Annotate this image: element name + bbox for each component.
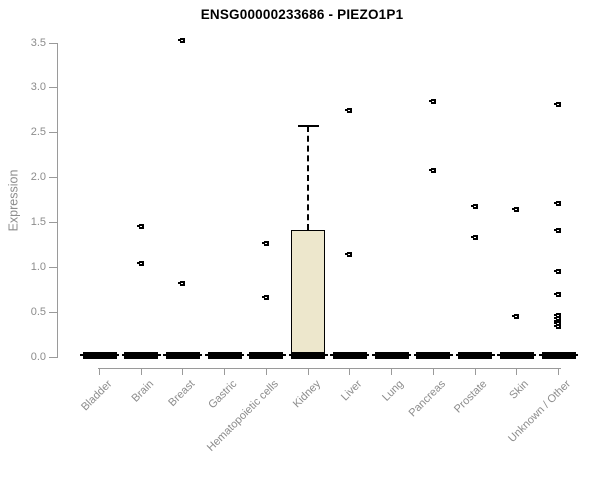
y-axis-tick (49, 132, 57, 134)
y-axis-tick (49, 87, 57, 89)
median-bar (124, 351, 159, 359)
chart-title: ENSG00000233686 - PIEZO1P1 (200, 7, 404, 22)
outlier-point (470, 203, 478, 209)
x-axis-tick (224, 369, 226, 375)
x-axis-tick (516, 369, 518, 375)
y-axis-tick-label: 2.5 (30, 126, 46, 139)
y-axis-tick-label: 3.5 (30, 36, 46, 49)
x-axis-tick (558, 369, 560, 375)
y-axis-tick-label: 2.0 (30, 171, 46, 184)
x-axis-tick-label: Bladder (78, 378, 114, 414)
median-bar (291, 351, 326, 359)
x-axis-tick (265, 369, 267, 375)
y-axis-tick (49, 356, 57, 358)
x-axis-line (97, 368, 561, 369)
outlier-point (554, 101, 562, 107)
x-axis-tick (182, 369, 184, 375)
y-axis-tick-label: 3.0 (30, 81, 46, 94)
outlier-point (554, 315, 562, 321)
whisker-cap (297, 125, 319, 128)
y-axis-tick (49, 177, 57, 179)
median-bar (82, 351, 117, 359)
y-axis-tick-label: 1.5 (30, 215, 46, 228)
y-axis-tick (49, 311, 57, 313)
outlier-point (470, 235, 478, 241)
median-bar (374, 351, 409, 359)
x-axis-tick-label: Liver (339, 378, 365, 404)
x-axis-tick (474, 369, 476, 375)
x-axis-tick-label: Breast (166, 378, 198, 409)
x-axis-tick-label: Hematopoietic cells (204, 378, 281, 454)
outlier-point (554, 201, 562, 207)
outlier-point (136, 261, 144, 267)
outlier-point (554, 321, 562, 327)
outlier-point (345, 252, 353, 258)
y-axis-tick (49, 42, 57, 44)
x-axis-tick (391, 369, 393, 375)
x-axis-tick-label: Pancreas (406, 378, 448, 420)
median-bar (416, 351, 451, 359)
x-axis-tick (349, 369, 351, 375)
median-bar (332, 351, 367, 359)
outlier-point (554, 313, 562, 319)
outlier-point (554, 318, 562, 324)
y-axis-tick-label: 0.0 (30, 350, 46, 363)
outlier-point (554, 323, 562, 329)
y-axis-tick (49, 266, 57, 268)
median-bar (207, 351, 242, 359)
outlier-point (512, 314, 520, 320)
outlier-point (345, 107, 353, 113)
x-axis-tick (140, 369, 142, 375)
outlier-point (512, 207, 520, 213)
x-axis-tick-label: Lung (380, 378, 407, 404)
y-axis-tick (49, 221, 57, 223)
outlier-point (261, 295, 269, 301)
outlier-point (428, 167, 436, 173)
outlier-point (178, 280, 186, 286)
outlier-point (554, 291, 562, 297)
median-bar (541, 351, 576, 359)
outlier-point (554, 228, 562, 233)
median-bar (499, 351, 534, 359)
outlier-point (554, 269, 562, 275)
outlier-point (261, 241, 269, 247)
outlier-point (428, 98, 436, 104)
x-axis-tick-label: Gastric (206, 378, 240, 412)
x-axis-tick-label: Kidney (290, 378, 323, 411)
x-axis-tick-label: Brain (129, 378, 156, 405)
x-axis-tick (307, 369, 309, 375)
outlier-point (136, 224, 144, 230)
x-axis-tick-label: Skin (507, 378, 532, 402)
x-axis-tick (432, 369, 434, 375)
median-bar (458, 351, 493, 359)
x-axis-tick (99, 369, 100, 375)
box (291, 229, 326, 358)
x-axis-tick-label: Prostate (452, 378, 490, 416)
median-bar (249, 351, 284, 359)
y-axis-tick-label: 0.5 (30, 305, 46, 318)
whisker-line (307, 126, 310, 230)
outlier-point (178, 37, 186, 43)
y-axis-line (57, 43, 58, 358)
y-axis-tick-label: 1.0 (30, 260, 46, 273)
median-bar (165, 351, 200, 359)
